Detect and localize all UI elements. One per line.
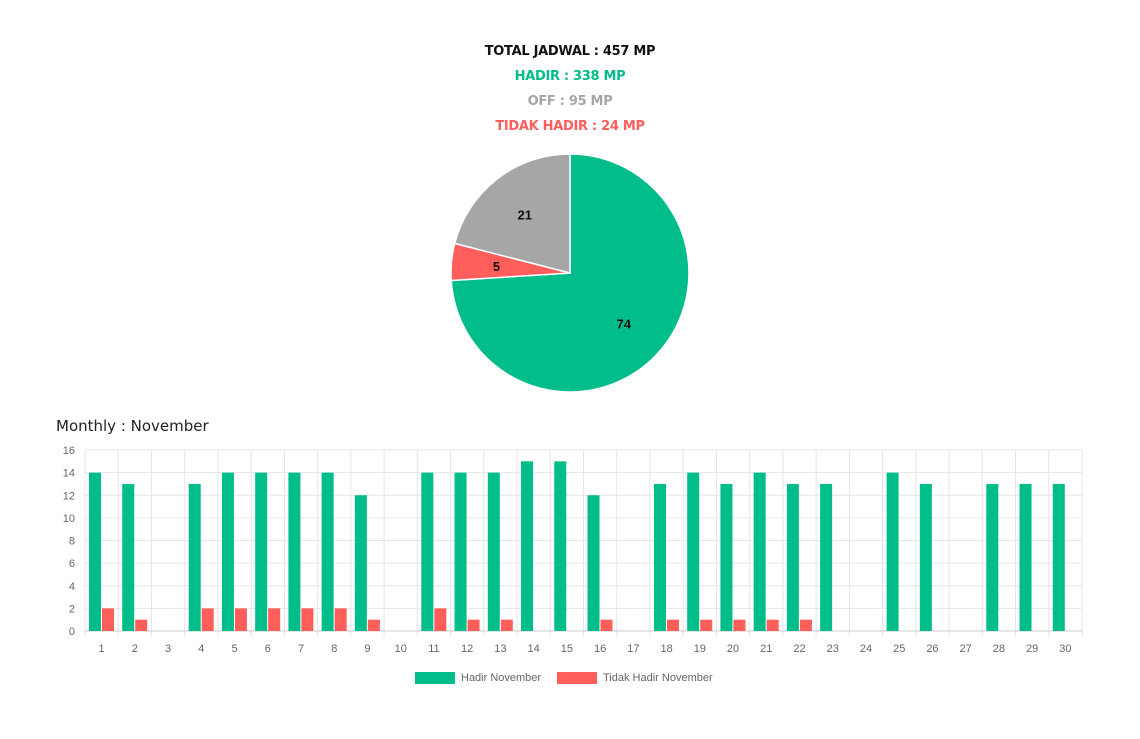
bar-tidak-hadir-16[interactable]	[600, 619, 613, 631]
x-tick-label: 2	[132, 643, 138, 655]
x-tick-label: 15	[561, 643, 573, 655]
bar-hadir-1[interactable]	[89, 472, 101, 631]
bar-tidak-hadir-4[interactable]	[201, 608, 214, 631]
bar-hadir-12[interactable]	[454, 472, 467, 631]
x-tick-label: 11	[428, 643, 439, 655]
y-tick-label: 2	[69, 603, 75, 615]
x-tick-label: 25	[893, 643, 905, 655]
x-tick-label: 23	[827, 643, 839, 655]
x-tick-label: 5	[231, 643, 237, 655]
bar-hadir-23[interactable]	[820, 483, 833, 631]
bar-tidak-hadir-12[interactable]	[467, 619, 480, 631]
bar-hadir-16[interactable]	[587, 495, 600, 631]
bar-hadir-25[interactable]	[886, 472, 899, 631]
bar-tidak-hadir-19[interactable]	[700, 619, 713, 631]
x-tick-label: 3	[165, 643, 171, 655]
pie-slice-2[interactable]	[453, 153, 571, 274]
legend-hadir[interactable]: Hadir November	[415, 671, 541, 685]
legend-tidak-hadir[interactable]: Tidak Hadir November	[557, 671, 713, 685]
x-tick-label: 22	[793, 643, 805, 655]
tidak-hadir-label: TIDAK HADIR : 24 MP	[495, 119, 645, 134]
bar-tidak-hadir-7[interactable]	[301, 608, 314, 631]
bar-tidak-hadir-6[interactable]	[268, 608, 281, 631]
x-tick-label: 21	[760, 643, 772, 655]
bar-tidak-hadir-9[interactable]	[367, 619, 380, 631]
pie-slice-label-1: 5	[493, 259, 500, 274]
x-tick-label: 30	[1059, 643, 1071, 655]
bar-hadir-13[interactable]	[487, 472, 500, 631]
legend-tidak-hadir-swatch	[557, 672, 597, 684]
y-tick-label: 10	[63, 513, 75, 525]
legend-hadir-label: Hadir November	[461, 672, 542, 684]
x-tick-label: 20	[727, 643, 739, 655]
bar-hadir-22[interactable]	[786, 483, 799, 631]
pie-slice-label-0: 74	[617, 317, 632, 332]
bar-hadir-9[interactable]	[354, 495, 367, 631]
x-tick-label: 12	[461, 643, 473, 655]
x-tick-label: 26	[926, 643, 938, 655]
bar-hadir-11[interactable]	[421, 472, 434, 631]
bar-tidak-hadir-5[interactable]	[234, 608, 247, 631]
off-label: OFF : 95 MP	[527, 94, 613, 109]
y-tick-label: 6	[69, 558, 75, 570]
bar-tidak-hadir-20[interactable]	[733, 619, 746, 631]
x-tick-label: 17	[627, 643, 639, 655]
legend-hadir-swatch	[415, 672, 455, 684]
bar-tidak-hadir-1[interactable]	[102, 608, 114, 631]
pie-slice-label-2: 21	[518, 208, 532, 223]
bar-hadir-7[interactable]	[288, 472, 301, 631]
bar-hadir-26[interactable]	[919, 483, 932, 631]
total-jadwal-label: TOTAL JADWAL : 457 MP	[484, 44, 656, 59]
y-tick-label: 16	[63, 445, 75, 457]
x-tick-label: 24	[860, 643, 872, 655]
y-tick-label: 8	[69, 536, 75, 548]
y-tick-label: 4	[69, 581, 75, 593]
y-tick-label: 14	[63, 468, 75, 480]
bar-tidak-hadir-11[interactable]	[434, 608, 447, 631]
x-tick-label: 27	[960, 643, 972, 655]
bar-hadir-20[interactable]	[720, 483, 733, 631]
x-tick-label: 4	[198, 643, 204, 655]
x-tick-label: 7	[298, 643, 304, 655]
bar-hadir-6[interactable]	[255, 472, 268, 631]
bar-tidak-hadir-13[interactable]	[500, 619, 513, 631]
bar-hadir-14[interactable]	[521, 461, 534, 631]
bar-tidak-hadir-8[interactable]	[334, 608, 347, 631]
bar-hadir-30[interactable]	[1052, 483, 1065, 631]
x-tick-label: 6	[265, 643, 271, 655]
bar-tidak-hadir-2[interactable]	[135, 619, 148, 631]
x-tick-label: 29	[1026, 643, 1038, 655]
x-tick-label: 28	[993, 643, 1005, 655]
x-tick-label: 14	[528, 643, 540, 655]
legend-tidak-hadir-label: Tidak Hadir November	[603, 672, 713, 684]
x-tick-label: 8	[331, 643, 337, 655]
x-tick-label: 9	[364, 643, 370, 655]
hadir-label: HADIR : 338 MP	[514, 69, 626, 84]
x-tick-label: 1	[99, 643, 105, 655]
bar-hadir-28[interactable]	[986, 483, 999, 631]
bar-hadir-19[interactable]	[687, 472, 700, 631]
x-tick-label: 13	[494, 643, 506, 655]
y-tick-label: 12	[63, 490, 75, 502]
bar-hadir-5[interactable]	[221, 472, 234, 631]
bar-hadir-21[interactable]	[753, 472, 766, 631]
bar-hadir-8[interactable]	[321, 472, 334, 631]
y-tick-label: 0	[69, 626, 75, 638]
bar-tidak-hadir-22[interactable]	[799, 619, 812, 631]
x-tick-label: 10	[395, 643, 407, 655]
bar-tidak-hadir-18[interactable]	[666, 619, 679, 631]
bar-hadir-2[interactable]	[122, 483, 135, 631]
x-tick-label: 18	[660, 643, 672, 655]
bar-tidak-hadir-21[interactable]	[766, 619, 779, 631]
attendance-pie-chart: 74 5 21	[450, 153, 690, 393]
bar-hadir-18[interactable]	[653, 483, 666, 631]
bar-hadir-29[interactable]	[1019, 483, 1032, 631]
bar-hadir-15[interactable]	[554, 461, 567, 631]
bar-hadir-4[interactable]	[188, 483, 201, 631]
x-tick-label: 19	[694, 643, 706, 655]
monthly-chart-title: Monthly : November	[56, 417, 209, 435]
x-tick-label: 16	[594, 643, 606, 655]
